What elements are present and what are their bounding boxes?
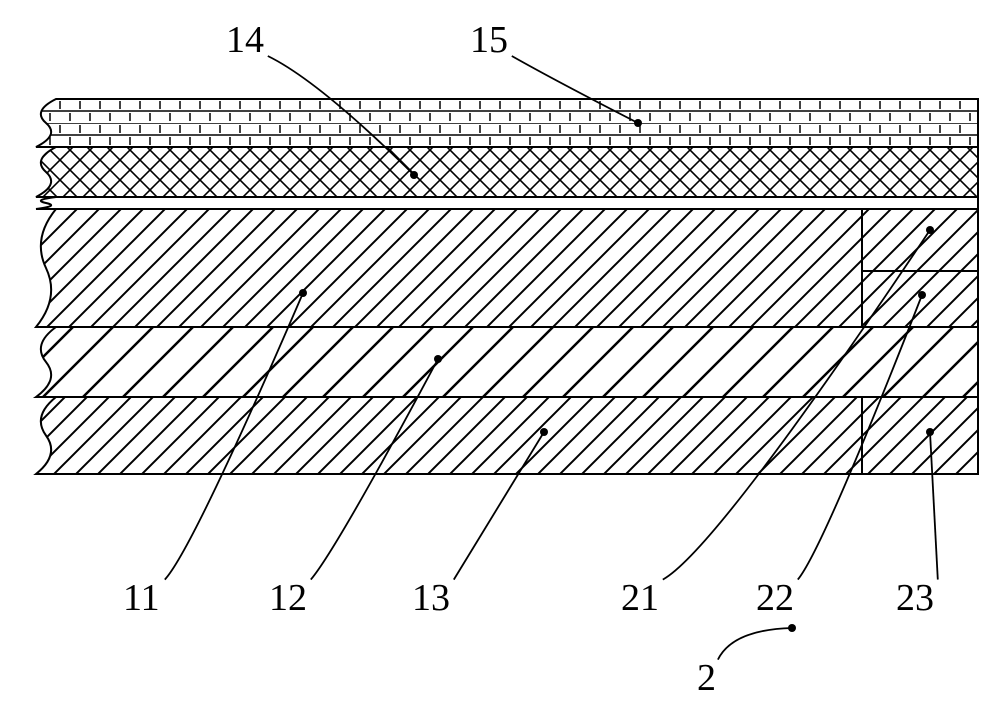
label-l21: 21 [621,577,659,619]
layer-layer12 [36,327,978,397]
leader-dot-l12 [434,355,442,363]
leader-dot-l21 [926,226,934,234]
leader-dot-l2 [788,624,796,632]
label-l23: 23 [896,577,934,619]
leader-dot-l13 [540,428,548,436]
label-l15: 15 [470,19,508,61]
leader-dot-l22 [918,291,926,299]
label-l11: 11 [123,577,160,619]
label-l12: 12 [269,577,307,619]
layer-layer13 [36,397,978,474]
label-l2: 2 [697,657,716,699]
label-l13: 13 [412,577,450,619]
layer-layer14 [36,147,978,197]
leader-dot-l11 [299,289,307,297]
label-l14: 14 [226,19,264,61]
leader-dot-l15 [634,119,642,127]
leader-l2 [718,628,792,660]
layer-gap [36,197,978,209]
label-l22: 22 [756,577,794,619]
layer-layer11 [36,209,978,327]
leader-dot-l14 [410,171,418,179]
layer-layer15 [36,99,978,147]
leader-dot-l23 [926,428,934,436]
